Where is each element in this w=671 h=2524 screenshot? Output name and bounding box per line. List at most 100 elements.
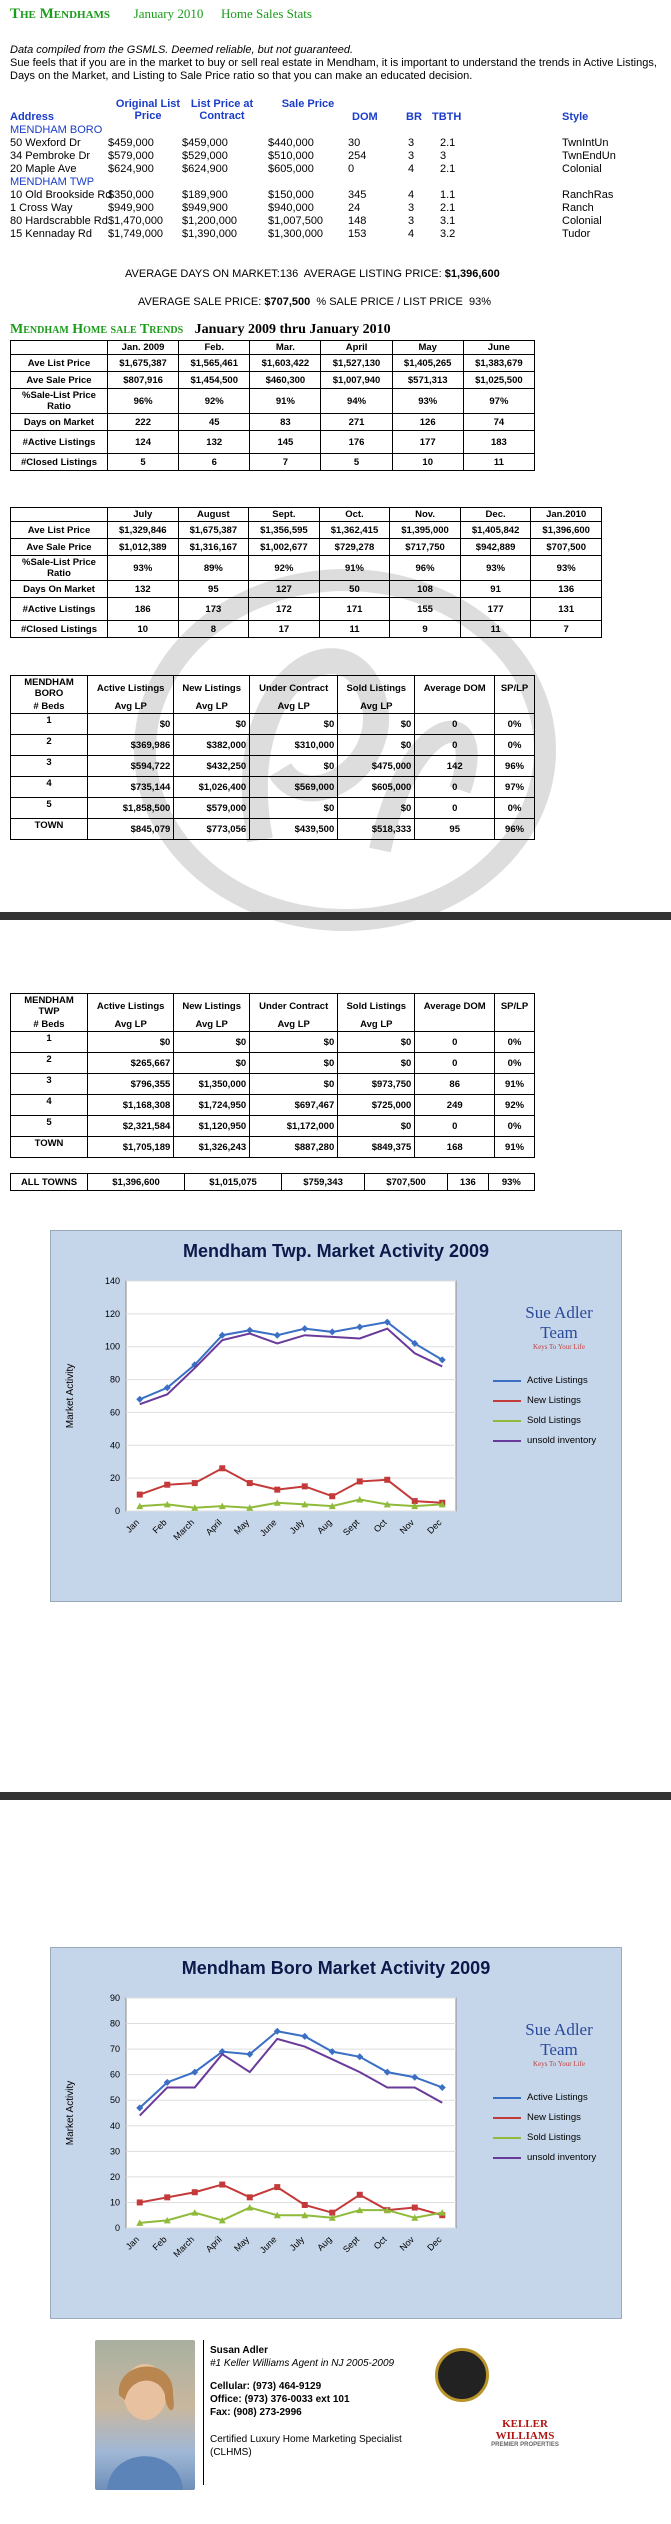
table-row: ALL TOWNS $1,396,600 $1,015,075 $759,343 $70…: [10, 1173, 536, 1191]
listing-cell: 20 Maple Ave: [10, 163, 77, 175]
table-cell: $1,002,677: [248, 538, 320, 556]
table-cell: 93%: [487, 1173, 536, 1191]
data-point: [246, 2194, 253, 2201]
table-cell: $432,250: [173, 755, 251, 777]
table-cell: 93%: [459, 555, 532, 581]
legend-item: New Listings: [491, 2108, 611, 2128]
data-point: [274, 2184, 281, 2191]
table-row: 1 $0 $0 $0 $0 0 0%: [10, 713, 535, 735]
table-cell: $1,858,500: [86, 797, 175, 819]
data-point: [438, 1500, 446, 1508]
table-cell: 271: [320, 413, 393, 431]
table-cell: 171: [318, 597, 391, 621]
table-cell: $1,724,950: [173, 1094, 251, 1116]
table-cell: $2,321,584: [86, 1115, 175, 1137]
table-cell: 45: [178, 413, 251, 431]
legend-label: Sold Listings: [527, 2132, 581, 2143]
table-row: 4 $1,168,308 $1,724,950 $697,467 $725,000 249…: [10, 1094, 535, 1116]
table-cell: $1,395,000: [389, 521, 461, 539]
table-cell: $579,000: [173, 797, 251, 819]
table-row: 5 $1,858,500 $579,000 $0 $0 0 0%: [10, 797, 535, 819]
listing-cell: $1,007,500: [268, 215, 324, 227]
column-header: MENDHAM BORO: [10, 675, 88, 700]
listing-cell: $605,000: [268, 163, 314, 175]
listing-header-cell: Sale Price: [281, 98, 335, 110]
table-cell: $0: [249, 1052, 339, 1074]
listing-cell: 4: [408, 163, 415, 175]
y-tick-label: 60: [110, 1407, 120, 1417]
row-label: Ave Sale Price: [10, 538, 108, 556]
data-point: [411, 1498, 418, 1505]
table-row: %Sale-List Price Ratio 93% 89% 92% 91% 96% 93%…: [10, 555, 602, 581]
data-point: [301, 2202, 308, 2208]
page-title: The Mendhams January 2010 Home Sales Sta…: [10, 6, 312, 23]
table-cell: 142: [414, 755, 496, 777]
column-header: MENDHAM TWP: [10, 993, 88, 1018]
table-cell: 108: [389, 580, 461, 598]
x-tick-label: June: [258, 2234, 279, 2255]
x-tick-label: Oct: [372, 1517, 389, 1534]
table-row: %Sale-List Price Ratio 96% 92% 91% 94% 93% 97%: [10, 388, 536, 414]
listing-cell: 3.1: [440, 215, 456, 227]
listing-cell: 1.1: [440, 189, 456, 201]
table-cell: $0: [249, 1073, 339, 1095]
data-point: [411, 1502, 419, 1510]
table-row: #Active Listings 124 132 145 176 177 183: [10, 430, 536, 454]
table-cell: 155: [389, 597, 461, 621]
y-tick-label: 80: [110, 2019, 120, 2029]
listing-cell: $624,900: [108, 163, 154, 175]
listing-header-cell: List Price at Contract: [190, 98, 254, 122]
table-cell: 91%: [494, 1073, 535, 1095]
table-cell: 92%: [248, 555, 320, 581]
listing-cell: 1 Cross Way: [10, 202, 73, 214]
ratio-value: 93%: [469, 296, 492, 308]
table-cell: 0: [414, 1031, 496, 1053]
listing-cell: $150,000: [268, 189, 314, 201]
data-point: [383, 1500, 391, 1508]
report-heading: Home Sales Stats: [220, 6, 312, 21]
listing-cell: 15 Kennaday Rd: [10, 228, 92, 240]
table-cell: 127: [248, 580, 320, 598]
series-line: [139, 2037, 443, 2117]
table-cell: $0: [337, 797, 416, 819]
listing-cell: 50 Wexford Dr: [10, 137, 81, 149]
table-cell: 176: [320, 430, 393, 454]
table-cell: $729,278: [318, 538, 391, 556]
table-row: 3 $796,355 $1,350,000 $0 $973,750 86 91%: [10, 1073, 535, 1095]
listing-cell: $940,000: [268, 202, 314, 214]
table-cell: $725,000: [337, 1094, 416, 1116]
row-label: 1: [10, 713, 88, 735]
column-header: Under Contract: [249, 675, 339, 700]
x-tick-label: Dec: [425, 1517, 444, 1536]
column-header: Average DOM: [414, 675, 496, 700]
table-cell: 0: [414, 734, 496, 756]
data-point: [438, 1356, 446, 1364]
table-cell: $1,383,679: [462, 354, 536, 372]
table-cell: $759,343: [281, 1173, 366, 1191]
table-cell: $571,313: [391, 371, 464, 389]
data-point: [164, 1481, 171, 1488]
table-cell: $887,280: [249, 1136, 339, 1158]
table-cell: 145: [249, 430, 322, 454]
table-cell: 91: [459, 580, 532, 598]
table-row: 1 $0 $0 $0 $0 0 0%: [10, 1031, 535, 1053]
table-cell: 0: [414, 1052, 496, 1074]
table-cell: 93%: [530, 555, 602, 581]
table-cell: $1,326,243: [173, 1136, 251, 1158]
data-point: [356, 1496, 364, 1503]
listing-cell: 153: [348, 228, 367, 240]
disclaimer: Data compiled from the GSMLS. Deemed rel…: [10, 44, 354, 56]
y-tick-label: 40: [110, 1440, 120, 1450]
data-point: [411, 1339, 419, 1347]
data-point: [301, 1325, 309, 1333]
table-cell: 132: [107, 580, 179, 598]
table-cell: $1,329,846: [107, 521, 179, 539]
team-logo-tag: Keys To Your Life: [533, 2060, 585, 2068]
table-cell: 124: [106, 430, 180, 454]
table-cell: $1,675,387: [106, 354, 180, 372]
avg-line-1: AVERAGE DAYS ON MARKET:136 AVERAGE LISTI…: [125, 268, 500, 280]
legend-item: New Listings: [491, 1391, 611, 1411]
table-cell: 96%: [494, 755, 535, 777]
table-cell: 93%: [391, 388, 464, 414]
legend-item: unsold inventory: [491, 1431, 611, 1451]
